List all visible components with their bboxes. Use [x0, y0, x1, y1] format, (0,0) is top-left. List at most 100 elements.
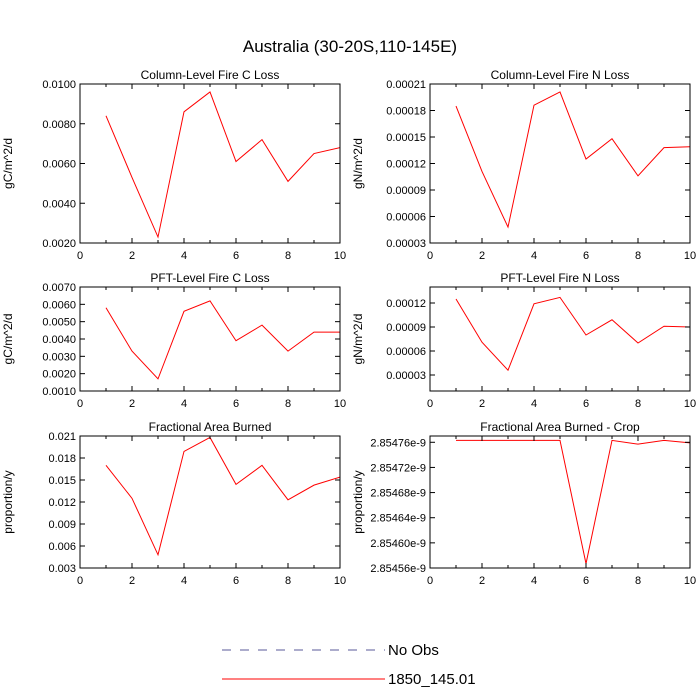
y-tick-label: 0.006 — [48, 541, 76, 553]
y-axis-label: proportion/y — [1, 470, 15, 533]
x-tick-label: 4 — [531, 398, 537, 410]
y-axis-label: gC/m^2/d — [1, 138, 15, 189]
panel-title: PFT-Level Fire C Loss — [150, 271, 269, 285]
x-tick-label: 10 — [684, 250, 696, 262]
x-tick-label: 2 — [479, 250, 485, 262]
y-tick-label: 0.00018 — [386, 106, 426, 118]
panel-3: 0 2 4 6 8 10 0.0010 0.0020 0.0030 0.0040 0.0050 0.0… — [1, 271, 346, 410]
y-tick-label: 0.0040 — [42, 334, 76, 346]
y-tick-label: 0.0040 — [42, 198, 76, 210]
panel-title: PFT-Level Fire N Loss — [500, 271, 619, 285]
x-tick-label: 6 — [583, 398, 589, 410]
y-tick-label: 0.00015 — [386, 132, 426, 144]
y-tick-label: 0.0030 — [42, 351, 76, 363]
x-tick-label: 2 — [129, 250, 135, 262]
x-tick-label: 8 — [635, 398, 641, 410]
y-tick-label: 0.0020 — [42, 369, 76, 381]
panel-5: 0 2 4 6 8 10 0.003 0.006 0.009 0.012 0.015 0.018 0.0… — [1, 420, 346, 587]
x-tick-label: 0 — [77, 575, 83, 587]
y-axis-label: gN/m^2/d — [351, 138, 365, 189]
y-tick-label: 0.009 — [48, 519, 76, 531]
y-tick-label: 2.85472e-9 — [370, 462, 426, 474]
y-tick-label: 0.0050 — [42, 317, 76, 329]
panels: 0 2 4 6 8 100.00200.00400.00600.00800.0100Col… — [1, 68, 696, 587]
x-tick-label: 10 — [684, 575, 696, 587]
x-tick-label: 0 — [427, 575, 433, 587]
x-tick-label: 2 — [479, 398, 485, 410]
series-line-1-1 — [105, 91, 340, 239]
x-tick-label: 6 — [233, 250, 239, 262]
y-tick-label: 0.015 — [48, 475, 76, 487]
x-tick-label: 4 — [531, 250, 537, 262]
y-tick-label: 0.00006 — [386, 346, 426, 358]
figure-title: Australia (30-20S,110-145E) — [243, 37, 457, 56]
x-tick-label: 10 — [334, 575, 346, 587]
y-tick-label: 0.00012 — [386, 159, 426, 171]
panel-4: 0 2 4 6 8 10 0.00003 0.00006 0.00009 0.00012 PFT-L… — [351, 271, 696, 410]
y-tick-label: 0.00003 — [386, 238, 426, 250]
x-tick-label: 8 — [285, 250, 291, 262]
x-tick-label: 10 — [334, 398, 346, 410]
x-tick-label: 6 — [583, 250, 589, 262]
y-tick-label: 2.85460e-9 — [370, 538, 426, 550]
x-tick-label: 8 — [285, 575, 291, 587]
panel-2: 0 2 4 6 8 10 0.00003 0.00006 0.00009 0.00012 0.000… — [351, 68, 696, 262]
x-tick-label: 0 — [427, 398, 433, 410]
x-tick-label: 0 — [77, 398, 83, 410]
series-line-6-1 — [456, 439, 690, 564]
x-tick-label: 2 — [129, 575, 135, 587]
x-tick-label: 4 — [181, 250, 187, 262]
y-tick-label: 0.0060 — [42, 159, 76, 171]
y-tick-label: 0.021 — [48, 431, 76, 443]
y-tick-label: 0.0070 — [42, 282, 76, 294]
legend-label-no-obs: No Obs — [388, 642, 439, 659]
y-tick-label: 2.85468e-9 — [370, 488, 426, 500]
y-tick-label: 2.85456e-9 — [370, 563, 426, 575]
panel-title: Column-Level Fire C Loss — [141, 68, 280, 82]
y-tick-label: 0.003 — [48, 563, 76, 575]
panel-title: Column-Level Fire N Loss — [491, 68, 630, 82]
x-tick-label: 6 — [233, 398, 239, 410]
x-tick-label: 10 — [684, 398, 696, 410]
x-tick-label: 0 — [77, 250, 83, 262]
panel-title: Fractional Area Burned — [149, 420, 272, 434]
legend-label-1850-145-01: 1850_145.01 — [388, 671, 476, 688]
y-tick-label: 0.00003 — [386, 370, 426, 382]
x-tick-label: 6 — [233, 575, 239, 587]
series-line-5-1 — [105, 436, 340, 557]
y-axis-label: proportion/y — [351, 470, 365, 533]
x-tick-label: 10 — [334, 250, 346, 262]
x-tick-label: 4 — [531, 575, 537, 587]
y-axis-label: gN/m^2/d — [351, 314, 365, 365]
x-tick-label: 2 — [129, 398, 135, 410]
y-tick-label: 0.0080 — [42, 119, 76, 131]
y-tick-label: 2.85476e-9 — [370, 437, 426, 449]
y-tick-label: 0.00009 — [386, 185, 426, 197]
y-axis-label: gC/m^2/d — [1, 314, 15, 365]
y-tick-label: 0.012 — [48, 497, 76, 509]
x-tick-label: 6 — [583, 575, 589, 587]
y-tick-label: 0.00012 — [386, 298, 426, 310]
legend: No Obs 1850_145.01 — [222, 642, 476, 688]
y-tick-label: 0.00021 — [386, 79, 426, 91]
y-tick-label: 0.0060 — [42, 299, 76, 311]
y-tick-label: 0.00006 — [386, 212, 426, 224]
x-tick-label: 4 — [181, 398, 187, 410]
series-line-4-1 — [455, 296, 690, 372]
x-tick-label: 8 — [635, 575, 641, 587]
y-tick-label: 0.00009 — [386, 322, 426, 334]
y-tick-label: 2.85464e-9 — [370, 513, 426, 525]
series-line-2-1 — [455, 91, 690, 229]
panel-title: Fractional Area Burned - Crop — [480, 420, 640, 434]
x-tick-label: 0 — [427, 250, 433, 262]
series-line-3-1 — [105, 300, 340, 380]
panel-6: 0 2 4 6 8 10 2.85456e-9 2.85460e-9 2.85464e-9 2.8… — [351, 420, 696, 587]
x-tick-label: 8 — [635, 250, 641, 262]
panel-1: 0 2 4 6 8 10 0.0020 0.0040 0.0060 0.0080 0.0100 Col… — [1, 68, 346, 262]
x-tick-label: 4 — [181, 575, 187, 587]
x-tick-label: 2 — [479, 575, 485, 587]
x-tick-label: 8 — [285, 398, 291, 410]
y-tick-label: 0.0020 — [42, 238, 76, 250]
